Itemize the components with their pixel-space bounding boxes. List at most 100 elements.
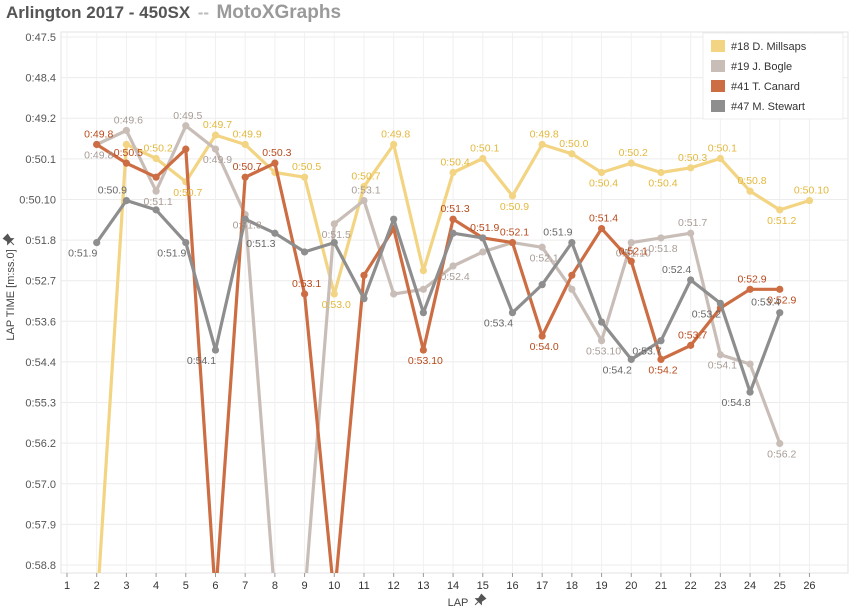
data-point[interactable]: [716, 154, 724, 163]
data-point[interactable]: [182, 122, 190, 130]
data-point[interactable]: [122, 126, 130, 135]
data-point[interactable]: [449, 168, 457, 177]
data-point[interactable]: [508, 309, 517, 317]
data-point[interactable]: [330, 290, 338, 298]
data-point[interactable]: [241, 215, 249, 223]
data-point[interactable]: [479, 234, 487, 242]
data-point[interactable]: [241, 173, 249, 181]
data-point[interactable]: [330, 238, 338, 247]
data-point[interactable]: [568, 285, 576, 293]
data-point[interactable]: [419, 267, 427, 275]
data-point[interactable]: [568, 238, 576, 247]
data-point[interactable]: [93, 140, 101, 149]
data-point[interactable]: [657, 337, 665, 345]
data-point[interactable]: [746, 360, 754, 368]
data-point[interactable]: [182, 238, 190, 247]
data-point[interactable]: [390, 215, 398, 223]
data-point[interactable]: [211, 131, 220, 139]
series-line[interactable]: [95, 198, 782, 394]
data-point[interactable]: [182, 145, 190, 153]
data-point[interactable]: [93, 238, 101, 247]
data-point[interactable]: [776, 285, 784, 293]
data-point[interactable]: [479, 154, 487, 163]
data-point[interactable]: [776, 206, 784, 214]
data-point[interactable]: [805, 196, 814, 205]
data-point[interactable]: [627, 159, 635, 167]
data-point[interactable]: [597, 318, 606, 326]
data-point[interactable]: [687, 164, 695, 172]
data-point[interactable]: [152, 154, 160, 163]
data-point[interactable]: [568, 150, 576, 158]
data-point[interactable]: [300, 248, 309, 256]
data-point[interactable]: [419, 285, 427, 293]
data-point[interactable]: [627, 238, 635, 247]
legend-entry[interactable]: #47 M. Stewart: [731, 101, 805, 113]
data-point[interactable]: [271, 159, 279, 167]
data-point[interactable]: [627, 355, 635, 364]
data-point[interactable]: [746, 285, 754, 293]
data-point[interactable]: [687, 276, 695, 284]
data-point[interactable]: [360, 295, 368, 303]
data-point[interactable]: [152, 187, 160, 195]
legend-swatch[interactable]: [711, 40, 725, 52]
data-point[interactable]: [687, 229, 695, 237]
legend-swatch[interactable]: [711, 60, 725, 72]
data-point[interactable]: [538, 281, 546, 289]
data-point[interactable]: [211, 145, 220, 153]
series-line[interactable]: [95, 143, 780, 598]
data-point[interactable]: [568, 271, 576, 279]
data-point[interactable]: [152, 206, 160, 214]
y-axis-pin-icon[interactable]: [2, 233, 17, 248]
data-point[interactable]: [241, 140, 249, 149]
data-point[interactable]: [360, 196, 368, 205]
legend-entry[interactable]: #19 J. Bogle: [731, 61, 792, 73]
data-point[interactable]: [449, 229, 457, 237]
data-point[interactable]: [122, 196, 130, 205]
data-point[interactable]: [597, 224, 606, 233]
data-point[interactable]: [657, 168, 665, 177]
data-point[interactable]: [152, 173, 160, 181]
data-point[interactable]: [657, 355, 665, 364]
data-point[interactable]: [211, 346, 220, 354]
data-point[interactable]: [627, 257, 635, 265]
data-point[interactable]: [479, 248, 487, 256]
data-point[interactable]: [657, 234, 665, 242]
data-point[interactable]: [419, 309, 427, 317]
data-point[interactable]: [776, 309, 784, 317]
data-point[interactable]: [122, 140, 130, 149]
data-point[interactable]: [687, 341, 695, 349]
data-point[interactable]: [597, 337, 606, 345]
data-point[interactable]: [271, 229, 279, 237]
data-label: 0:51.4: [589, 213, 618, 225]
data-point[interactable]: [597, 168, 606, 177]
data-point[interactable]: [449, 262, 457, 270]
legend-entry[interactable]: #41 T. Canard: [731, 81, 800, 93]
data-point[interactable]: [300, 290, 309, 298]
y-tick-label: 0:47.5: [25, 32, 56, 44]
data-label: 0:53.1: [292, 278, 321, 290]
data-point[interactable]: [449, 215, 457, 223]
data-point[interactable]: [122, 159, 130, 167]
x-axis-pin-icon[interactable]: [472, 593, 487, 608]
data-point[interactable]: [776, 439, 784, 448]
data-point[interactable]: [300, 173, 309, 181]
legend-entry[interactable]: #18 D. Millsaps: [731, 41, 807, 53]
data-point[interactable]: [390, 290, 398, 298]
data-point[interactable]: [716, 351, 724, 359]
data-label: 0:53.7: [678, 329, 707, 341]
data-point[interactable]: [746, 187, 754, 195]
legend-swatch[interactable]: [711, 80, 725, 92]
data-point[interactable]: [508, 238, 517, 247]
data-point[interactable]: [538, 140, 546, 149]
data-point[interactable]: [716, 299, 724, 307]
data-point[interactable]: [746, 388, 754, 396]
data-point[interactable]: [390, 140, 398, 149]
data-point[interactable]: [330, 220, 338, 228]
data-point[interactable]: [538, 243, 546, 251]
data-point[interactable]: [360, 271, 368, 279]
data-point[interactable]: [360, 182, 368, 191]
data-point[interactable]: [538, 332, 546, 340]
legend-swatch[interactable]: [711, 100, 725, 112]
data-point[interactable]: [419, 346, 427, 354]
data-point[interactable]: [508, 192, 517, 200]
